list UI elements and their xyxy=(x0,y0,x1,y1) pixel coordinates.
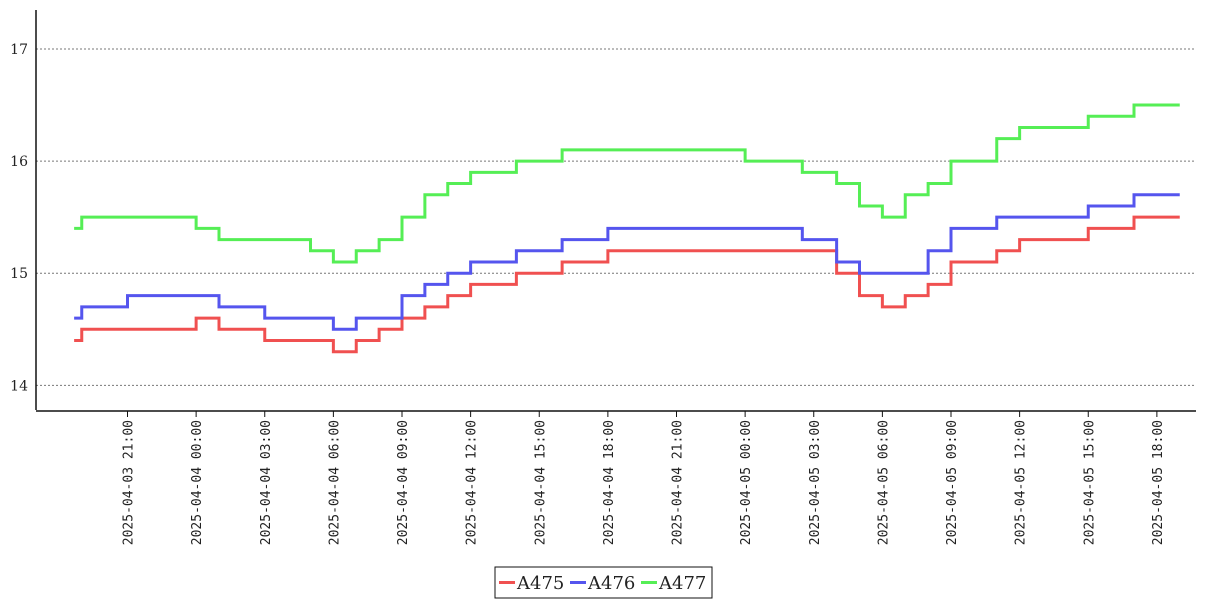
series-line-a475 xyxy=(74,215,1180,354)
y-tick-label: 16 xyxy=(10,154,28,170)
axes xyxy=(35,10,1196,412)
x-tick-label: 2025-04-05 18:00 xyxy=(1151,420,1166,545)
series-line-a477 xyxy=(74,103,1180,264)
x-tick-label: 2025-04-04 03:00 xyxy=(259,420,274,545)
x-tick-label: 2025-04-05 03:00 xyxy=(808,420,823,545)
legend-label: A475 xyxy=(516,573,564,594)
grid-lines xyxy=(36,48,1195,386)
series-lines xyxy=(74,103,1180,354)
y-axis-ticks: 14 15 16 17 xyxy=(10,42,28,394)
legend-label: A477 xyxy=(658,573,706,594)
series-line-a476 xyxy=(74,193,1180,331)
x-tick-label: 2025-04-04 12:00 xyxy=(465,420,480,545)
x-tick-label: 2025-04-04 15:00 xyxy=(533,420,548,545)
x-tick-label: 2025-04-05 09:00 xyxy=(945,420,960,545)
legend-label: A476 xyxy=(587,573,635,594)
legend-box xyxy=(494,566,713,599)
x-axis-ticks: 2025-04-03 21:00 2025-04-04 00:00 2025-04-… xyxy=(122,411,1166,545)
x-tick-label: 2025-04-04 06:00 xyxy=(327,420,342,545)
y-tick-label: 17 xyxy=(10,42,28,58)
x-tick-label: 2025-04-04 21:00 xyxy=(671,420,686,545)
x-tick-label: 2025-04-05 12:00 xyxy=(1014,420,1029,545)
x-tick-label: 2025-04-05 15:00 xyxy=(1082,420,1097,545)
x-tick-label: 2025-04-04 18:00 xyxy=(602,420,617,545)
y-tick-label: 14 xyxy=(10,378,28,394)
x-tick-label: 2025-04-04 09:00 xyxy=(396,420,411,545)
x-tick-label: 2025-04-05 06:00 xyxy=(876,420,891,545)
x-tick-label: 2025-04-04 00:00 xyxy=(190,420,205,545)
x-tick-label: 2025-04-03 21:00 xyxy=(122,420,137,545)
y-tick-label: 15 xyxy=(10,266,28,282)
legend: A475 A476 A477 xyxy=(494,566,713,599)
x-tick-label: 2025-04-05 00:00 xyxy=(739,420,754,545)
